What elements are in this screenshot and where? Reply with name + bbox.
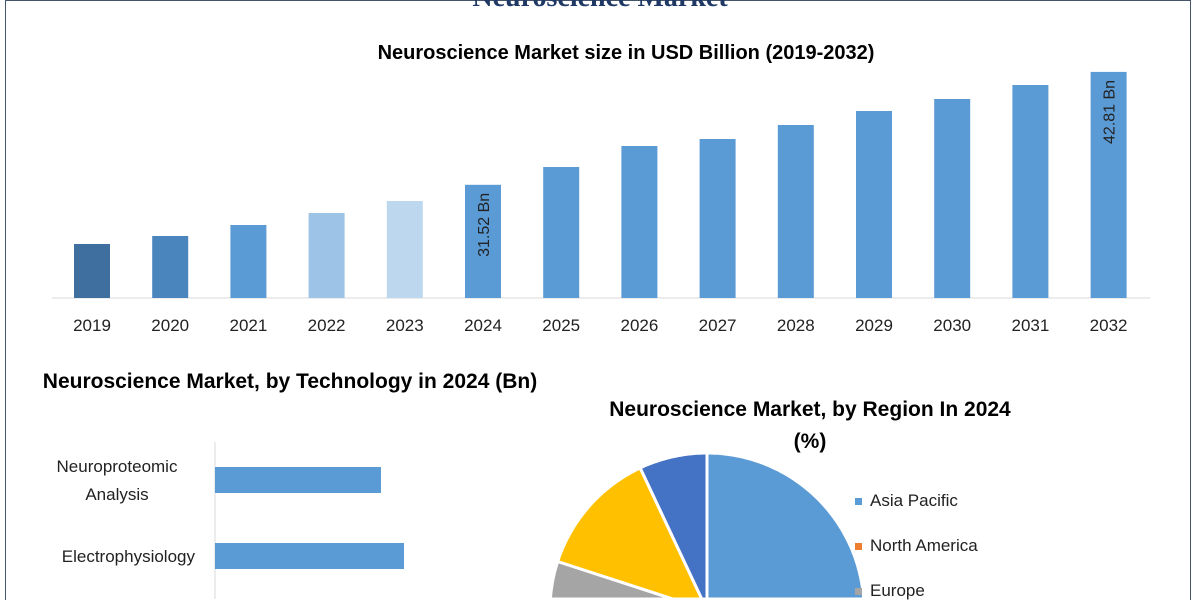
frame-border bbox=[5, 0, 1191, 600]
legend-swatch bbox=[855, 588, 862, 596]
pie-slice-asia-pacific bbox=[705, 451, 866, 600]
data-label: 42.81 Bn bbox=[1102, 80, 1119, 144]
x-tick-label: 2025 bbox=[542, 316, 580, 335]
bar-2021 bbox=[230, 225, 267, 298]
legend-swatch bbox=[855, 543, 862, 551]
category-label: Neuroproteomic bbox=[57, 457, 178, 476]
bar-2023 bbox=[386, 201, 423, 298]
bar-2019 bbox=[74, 244, 110, 298]
bar-electrophysiology bbox=[215, 543, 404, 569]
bar-2022 bbox=[308, 213, 345, 298]
x-tick-label: 2028 bbox=[777, 316, 815, 335]
legend-label: Asia Pacific bbox=[870, 491, 958, 510]
bar-2027 bbox=[699, 139, 736, 298]
bar-2032 bbox=[1090, 71, 1127, 299]
legend-item: North America bbox=[855, 536, 978, 555]
x-tick-label: 2031 bbox=[1011, 316, 1049, 335]
bar-2028 bbox=[777, 125, 814, 298]
bar-2026 bbox=[621, 146, 658, 298]
legend-swatch bbox=[855, 498, 862, 506]
legend-item: Europe bbox=[855, 581, 925, 600]
legend-label: Europe bbox=[870, 581, 925, 600]
category-label: Electrophysiology bbox=[62, 547, 196, 566]
x-tick-label: 2027 bbox=[699, 316, 737, 335]
data-label: 31.52 Bn bbox=[476, 193, 493, 257]
main-title: Neuroscience Market bbox=[0, 0, 1200, 14]
bar-chart-title: Neuroscience Market size in USD Billion … bbox=[377, 42, 875, 64]
x-tick-label: 2024 bbox=[464, 316, 502, 335]
x-tick-label: 2022 bbox=[308, 316, 346, 335]
x-tick-label: 2021 bbox=[229, 316, 267, 335]
x-tick-label: 2019 bbox=[73, 316, 111, 335]
x-tick-label: 2020 bbox=[151, 316, 189, 335]
bar-2030 bbox=[934, 99, 971, 298]
x-tick-label: 2023 bbox=[386, 316, 424, 335]
region-chart-title-text: Neuroscience Market, by Region In 2024 (… bbox=[609, 398, 1011, 453]
x-tick-label: 2029 bbox=[855, 316, 893, 335]
bar-2029 bbox=[856, 111, 892, 298]
bar-2024 bbox=[465, 184, 501, 298]
pie-slice-unlabeled-4 bbox=[638, 451, 709, 600]
technology-chart-title-text: Neuroscience Market, by Technology in 20… bbox=[42, 370, 538, 393]
region-chart-title: Neuroscience Market, by Region In 2024 (… bbox=[600, 394, 1020, 458]
category-label: Analysis bbox=[85, 485, 148, 504]
technology-chart-title: Neuroscience Market, by Technology in 20… bbox=[40, 366, 540, 398]
bar-2031 bbox=[1012, 85, 1049, 298]
x-tick-label: 2030 bbox=[933, 316, 971, 335]
x-tick-label: 2032 bbox=[1090, 316, 1128, 335]
bar-2020 bbox=[152, 236, 189, 298]
legend-label: North America bbox=[870, 536, 978, 555]
x-tick-label: 2026 bbox=[620, 316, 658, 335]
bar-neuroproteomic-analysis bbox=[215, 467, 381, 493]
pie-slice-unlabeled-3 bbox=[556, 466, 704, 600]
bar-2025 bbox=[543, 167, 580, 298]
legend-item: Asia Pacific bbox=[855, 491, 958, 510]
